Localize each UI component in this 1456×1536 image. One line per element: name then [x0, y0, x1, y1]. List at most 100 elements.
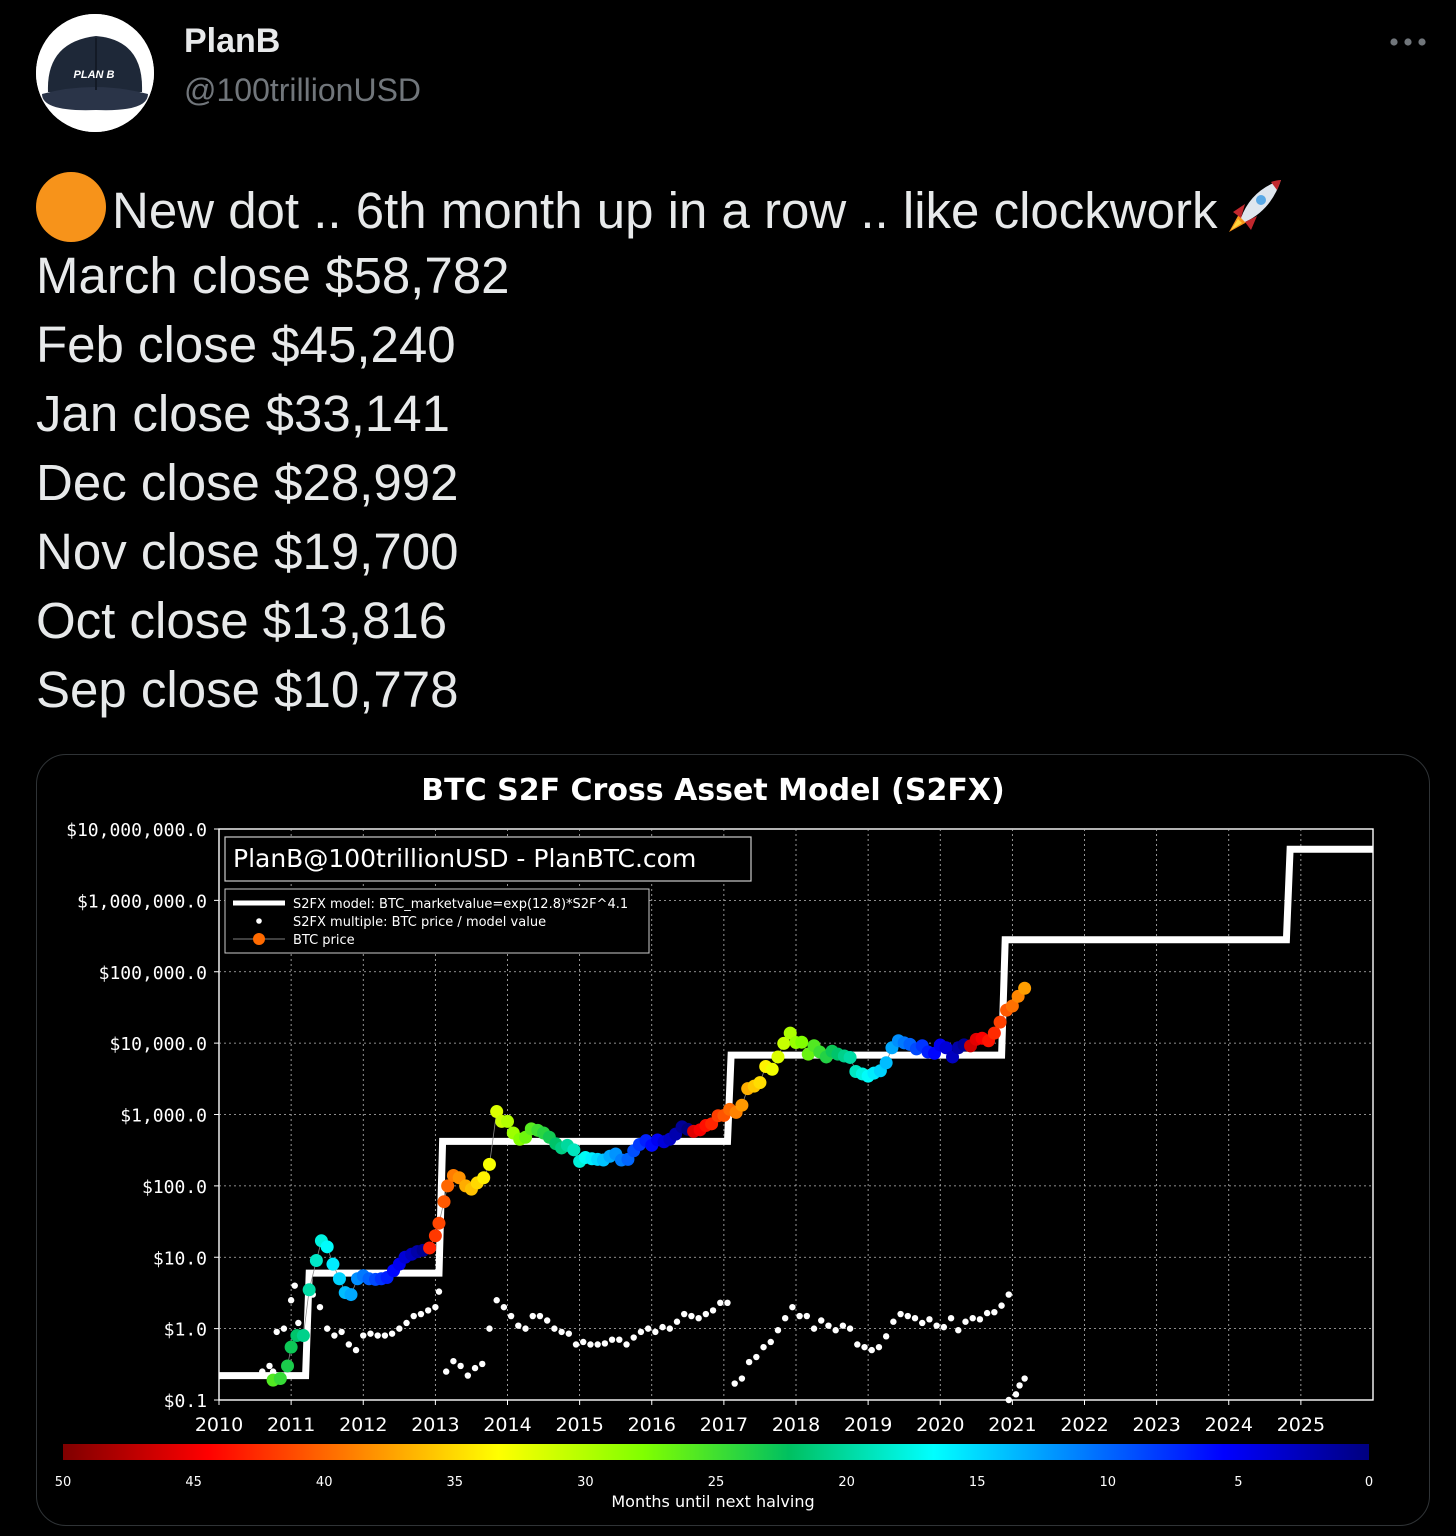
legend-box — [224, 888, 650, 954]
legend-entry: BTC price — [293, 933, 355, 948]
multiple-point — [1005, 1396, 1012, 1404]
multiple-point — [432, 1303, 439, 1311]
multiple-point — [388, 1330, 396, 1337]
x-tick-label: 2021 — [988, 1414, 1036, 1436]
multiple-point — [681, 1310, 688, 1318]
multiple-point — [543, 1317, 551, 1324]
tweet-headline: New dot .. 6th month up in a row .. like… — [112, 182, 1218, 239]
multiple-point — [287, 1297, 295, 1304]
multiple-point — [352, 1346, 360, 1354]
multiple-point — [868, 1346, 875, 1354]
multiple-point — [464, 1372, 472, 1379]
price-point — [281, 1359, 295, 1373]
close-line: Sep close $10,778 — [36, 661, 459, 718]
x-tick-label: 2010 — [195, 1414, 243, 1436]
multiple-point — [731, 1380, 738, 1387]
price-point — [939, 1041, 953, 1055]
multiple-point — [904, 1312, 911, 1320]
colorbar-tick-label: 20 — [838, 1475, 855, 1490]
multiple-point — [644, 1325, 652, 1332]
multiple-point — [471, 1364, 479, 1372]
colorbar-tick-label: 30 — [577, 1475, 594, 1490]
y-tick-label: $100,000.0 — [99, 963, 207, 984]
multiple-point — [983, 1309, 991, 1317]
multiple-point — [846, 1325, 854, 1332]
price-point — [993, 1015, 1007, 1029]
price-point — [753, 1076, 767, 1090]
multiple-point — [266, 1362, 273, 1370]
price-point — [987, 1026, 1001, 1040]
multiple-point — [796, 1312, 803, 1320]
multiple-point — [601, 1340, 609, 1347]
multiple-point — [666, 1325, 673, 1332]
multiple-point — [367, 1330, 374, 1337]
price-point — [296, 1329, 310, 1343]
price-point — [332, 1272, 346, 1286]
display-name[interactable]: PlanB — [184, 22, 281, 60]
multiple-point — [789, 1303, 796, 1311]
multiple-point — [565, 1330, 573, 1337]
multiple-point — [529, 1312, 536, 1320]
multiple-point — [861, 1343, 868, 1351]
price-point — [441, 1179, 455, 1193]
multiple-point — [1016, 1382, 1023, 1389]
multiple-point — [515, 1322, 522, 1329]
multiple-point — [969, 1314, 976, 1322]
price-point — [771, 1050, 785, 1064]
multiple-point — [702, 1310, 710, 1318]
multiple-point — [947, 1314, 955, 1322]
avatar[interactable]: PLAN B — [36, 14, 154, 132]
colorbar-tick-label: 45 — [185, 1475, 202, 1490]
multiple-point — [854, 1341, 861, 1348]
colorbar-tick-label: 25 — [708, 1475, 725, 1490]
user-handle[interactable]: @100trillionUSD — [184, 72, 422, 108]
multiple-point — [1005, 1291, 1012, 1298]
legend-entry: S2FX model: BTC_marketvalue=exp(12.8)*S2… — [293, 897, 628, 912]
x-tick-label: 2020 — [916, 1414, 964, 1436]
close-line: Nov close $19,700 — [36, 523, 459, 580]
multiple-point — [998, 1302, 1005, 1309]
price-point — [490, 1105, 504, 1119]
price-point — [1018, 981, 1032, 995]
multiple-point — [403, 1319, 410, 1327]
colorbar-label: Months until next halving — [611, 1492, 814, 1511]
multiple-point — [832, 1327, 839, 1334]
colorbar-tick-label: 5 — [1234, 1475, 1242, 1490]
multiple-point — [890, 1318, 897, 1325]
y-tick-label: $10,000,000.0 — [66, 820, 207, 841]
close-line: Oct close $13,816 — [36, 592, 448, 649]
price-point — [783, 1026, 797, 1040]
price-point — [309, 1254, 323, 1268]
multiple-point — [897, 1310, 904, 1318]
multiple-point — [911, 1314, 919, 1322]
x-tick-label: 2011 — [267, 1414, 315, 1436]
multiple-point — [882, 1333, 890, 1340]
multiple-point — [875, 1343, 883, 1351]
multiple-point — [396, 1325, 403, 1332]
tweet-text: New dot .. 6th month up in a row .. like… — [36, 172, 1436, 724]
price-point — [735, 1098, 749, 1112]
multiple-point — [767, 1338, 774, 1346]
multiple-point — [594, 1341, 601, 1348]
y-tick-label: $0.1 — [164, 1391, 207, 1412]
multiple-point — [417, 1310, 425, 1318]
multiple-point — [493, 1297, 500, 1304]
multiple-point — [507, 1312, 515, 1320]
x-tick-label: 2013 — [411, 1414, 459, 1436]
watermark-box — [224, 836, 752, 882]
multiple-point — [424, 1307, 432, 1314]
price-point — [432, 1216, 446, 1230]
multiple-point — [991, 1308, 998, 1316]
y-tick-label: $10.0 — [153, 1248, 207, 1269]
multiple-point — [457, 1362, 464, 1370]
y-tick-label: $1,000,000.0 — [77, 891, 207, 912]
chart-image-card[interactable]: BTC S2F Cross Asset Model (S2FX) 2010 201… — [36, 754, 1430, 1526]
multiple-point — [558, 1328, 565, 1336]
more-options-icon[interactable] — [1388, 18, 1428, 58]
cap-logo-text: PLAN B — [74, 69, 115, 81]
multiple-point — [688, 1312, 695, 1320]
multiple-point — [345, 1341, 353, 1348]
colorbar-tick-label: 15 — [969, 1475, 986, 1490]
multiple-point — [652, 1328, 659, 1336]
watermark-text: PlanB@100trillionUSD - PlanBTC.com — [233, 844, 696, 873]
